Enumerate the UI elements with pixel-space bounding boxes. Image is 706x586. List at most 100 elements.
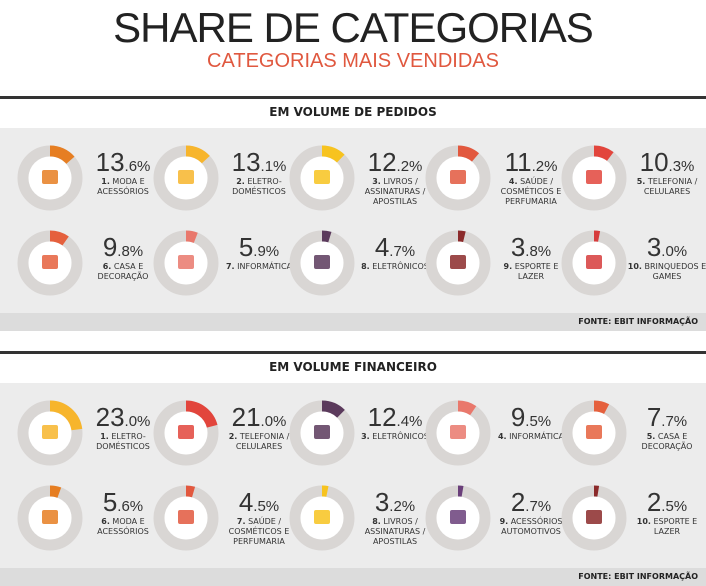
icon <box>314 425 330 439</box>
donut-arc <box>185 400 218 429</box>
category: ACESSÓRIOS AUTOMOTIVOS <box>501 517 563 536</box>
category: LIVROS / ASSINATURAS / APOSTILAS <box>364 177 426 206</box>
donut-arc <box>49 400 83 431</box>
donut <box>153 230 219 296</box>
category-label: 5. CASA E DECORAÇÃO <box>626 432 706 452</box>
icon <box>42 510 58 524</box>
rank: 2. <box>228 432 238 441</box>
donut-arc <box>593 400 610 415</box>
percent-label: 12.2% <box>367 147 423 177</box>
category: ELETRÔNICOS <box>372 262 429 271</box>
donut <box>289 230 355 296</box>
percent-label: 3.0% <box>646 232 688 262</box>
category-label: 10. ESPORTE E LAZER <box>626 517 706 537</box>
donut <box>425 145 491 211</box>
category-label: 1. MODA E ACESSÓRIOS <box>82 177 164 197</box>
category-label: 3. ELETRÔNICOS <box>354 432 436 442</box>
icon <box>178 425 194 439</box>
icon <box>178 255 194 269</box>
donut <box>561 145 627 211</box>
divider <box>0 351 706 354</box>
percent-label: 13.6% <box>95 147 151 177</box>
donut <box>561 230 627 296</box>
category: TELEFONIA / CELULARES <box>235 432 290 451</box>
donut-arc <box>49 145 75 165</box>
category: TELEFONIA / CELULARES <box>643 177 698 196</box>
donut-arc <box>321 485 329 497</box>
percent-label: 2.5% <box>646 487 688 517</box>
donut-arc <box>185 145 210 164</box>
icon <box>42 425 58 439</box>
donut <box>561 485 627 551</box>
donut-arc <box>185 485 196 498</box>
percent-label: 9.5% <box>510 402 552 432</box>
donut <box>153 485 219 551</box>
category: CASA E DECORAÇÃO <box>641 432 693 451</box>
category-label: 4. SAÚDE / COSMÉTICOS E PERFUMARIA <box>490 177 572 207</box>
rank: 2. <box>236 177 245 186</box>
source-strip <box>0 313 706 331</box>
percent-label: 5.9% <box>238 232 280 262</box>
donut <box>289 485 355 551</box>
donut <box>17 485 83 551</box>
percent-label: 3.2% <box>374 487 416 517</box>
donut <box>425 230 491 296</box>
category-label: 2. ELETRO-DOMÉSTICOS <box>218 177 300 197</box>
icon <box>42 170 58 184</box>
icon <box>586 170 602 184</box>
percent-label: 21.0% <box>231 402 287 432</box>
category-label: 5. TELEFONIA / CELULARES <box>626 177 706 197</box>
icon <box>450 255 466 269</box>
donut-arc <box>49 230 69 246</box>
category-label: 4. INFORMÁTICA <box>490 432 572 442</box>
rank: 7. <box>225 262 235 271</box>
donut-arc <box>593 145 614 162</box>
category: ESPORTE E LAZER <box>514 262 559 281</box>
icon <box>586 255 602 269</box>
percent-label: 3.8% <box>510 232 552 262</box>
category-label: 7. INFORMÁTICA <box>218 262 300 272</box>
subtitle: CATEGORIAS MAIS VENDIDAS <box>207 50 499 72</box>
percent-label: 11.2% <box>504 147 558 177</box>
source: FONTE: EBIT INFORMAÇÃO <box>578 317 698 326</box>
percent-label: 4.5% <box>238 487 280 517</box>
donut <box>561 400 627 466</box>
donut <box>153 145 219 211</box>
category: BRINQUEDOS E GAMES <box>644 262 706 281</box>
category: ELETRÔNICOS <box>372 432 429 441</box>
source-strip <box>0 568 706 586</box>
category: MODA E ACESSÓRIOS <box>97 517 149 536</box>
icon <box>314 510 330 524</box>
icon <box>586 425 602 439</box>
donut-arc <box>49 485 62 498</box>
rank: 10. <box>627 262 642 271</box>
donut <box>17 145 83 211</box>
rank: 10. <box>636 517 651 526</box>
rank: 4. <box>508 177 518 186</box>
category: ELETRO-DOMÉSTICOS <box>96 432 150 451</box>
rank: 1. <box>101 177 110 186</box>
category-label: 1. ELETRO-DOMÉSTICOS <box>82 432 164 452</box>
icon <box>314 255 330 269</box>
percent-label: 12.4% <box>367 402 423 432</box>
rank: 7. <box>236 517 246 526</box>
donut-arc <box>457 400 477 416</box>
category: CASA E DECORAÇÃO <box>97 262 149 281</box>
section-heading: EM VOLUME DE PEDIDOS <box>269 105 437 119</box>
category: INFORMÁTICA <box>237 262 292 271</box>
rank: 9. <box>503 262 513 271</box>
divider <box>0 96 706 99</box>
icon <box>450 510 466 524</box>
rank: 3. <box>361 432 370 441</box>
category-label: 9. ACESSÓRIOS AUTOMOTIVOS <box>490 517 572 537</box>
donut <box>153 400 219 466</box>
section-heading: EM VOLUME FINANCEIRO <box>269 360 437 374</box>
donut <box>17 230 83 296</box>
icon <box>450 170 466 184</box>
donut-arc <box>321 145 345 163</box>
icon <box>42 255 58 269</box>
rank: 6. <box>101 517 110 526</box>
source: FONTE: EBIT INFORMAÇÃO <box>578 572 698 581</box>
category-label: 7. SAÚDE / COSMÉTICOS E PERFUMARIA <box>218 517 300 547</box>
